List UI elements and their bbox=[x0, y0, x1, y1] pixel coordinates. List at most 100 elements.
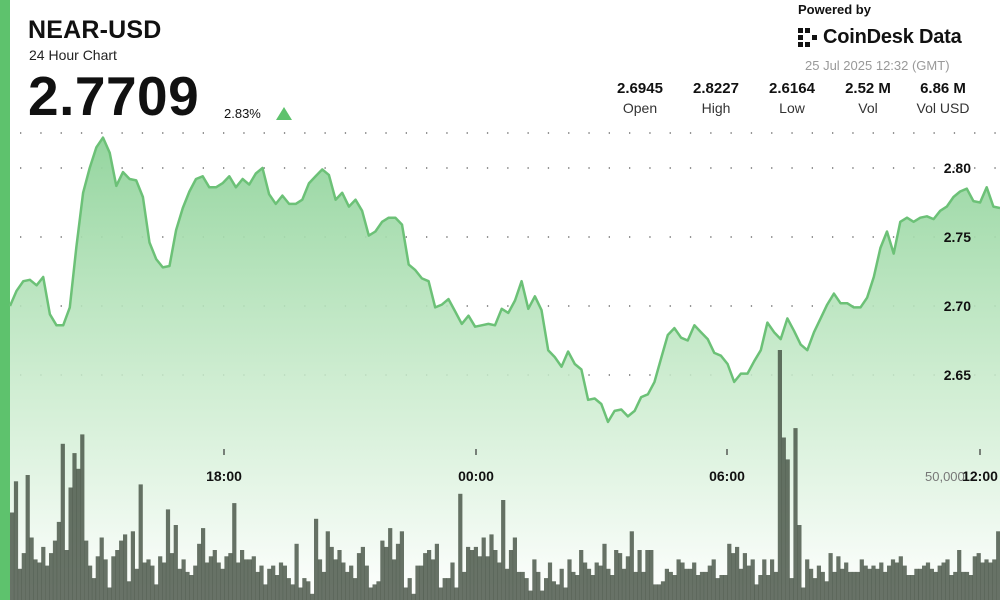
volume-bar bbox=[668, 571, 673, 600]
volume-bar bbox=[99, 537, 104, 600]
volume-bar bbox=[294, 543, 299, 600]
volume-bar bbox=[910, 575, 915, 600]
volume-bar bbox=[251, 556, 256, 600]
volume-bar bbox=[212, 550, 217, 600]
volume-bar bbox=[563, 587, 568, 600]
volume-bar bbox=[388, 528, 393, 600]
volume-bar bbox=[107, 587, 112, 600]
volume-bar bbox=[399, 531, 404, 600]
volume-bar bbox=[49, 553, 54, 600]
volume-bar bbox=[76, 468, 81, 600]
volume-bar bbox=[925, 562, 931, 600]
volume-bar bbox=[598, 565, 603, 600]
volume-bar bbox=[801, 587, 806, 600]
volume-bar bbox=[68, 487, 73, 600]
volume-bar bbox=[964, 571, 970, 600]
volume-bar bbox=[657, 584, 662, 600]
volume-bar bbox=[836, 556, 841, 600]
volume-bar bbox=[232, 503, 237, 600]
volume-bar bbox=[875, 568, 880, 600]
volume-bar bbox=[544, 578, 549, 600]
volume-bar bbox=[173, 525, 178, 600]
volume-bar bbox=[610, 575, 615, 600]
stat-vol-usd: 6.86 M Vol USD bbox=[910, 80, 976, 116]
volume-bar bbox=[653, 584, 658, 600]
volume-bar bbox=[72, 453, 77, 600]
volume-bar bbox=[660, 581, 666, 600]
volume-bar bbox=[376, 581, 381, 600]
volume-bar bbox=[372, 584, 377, 600]
volume-bar bbox=[13, 481, 19, 600]
volume-bar bbox=[130, 531, 135, 600]
volume-bar bbox=[17, 568, 22, 600]
y-tick-label: 2.70 bbox=[944, 298, 971, 314]
pair-title: NEAR-USD bbox=[28, 16, 162, 44]
volume-bar bbox=[138, 484, 143, 600]
volume-bar bbox=[809, 568, 814, 600]
stat-value: 2.8227 bbox=[693, 80, 739, 97]
volume-bar bbox=[879, 562, 884, 600]
volume-bar bbox=[567, 559, 572, 600]
x-tick-label: 00:00 bbox=[458, 468, 494, 484]
volume-bar bbox=[972, 556, 977, 600]
volume-bar bbox=[224, 556, 229, 600]
volume-bar bbox=[547, 562, 553, 600]
powered-by-label: Powered by bbox=[798, 2, 871, 17]
volume-bar bbox=[758, 575, 763, 600]
volume-bar bbox=[914, 568, 919, 600]
volume-bar bbox=[458, 493, 463, 600]
volume-bar bbox=[165, 509, 171, 600]
volume-bar bbox=[980, 562, 985, 600]
volume-bar bbox=[158, 556, 163, 600]
volume-bar bbox=[302, 578, 307, 600]
volume-bar bbox=[773, 571, 779, 600]
volume-bar bbox=[629, 531, 634, 600]
volume-bar bbox=[29, 537, 34, 600]
volume-bar bbox=[750, 559, 755, 600]
volume-bar bbox=[454, 587, 459, 600]
x-axis-ticks: 18:00 00:00 06:00 12:00 bbox=[206, 449, 998, 484]
stat-value: 2.6164 bbox=[769, 80, 815, 97]
volume-bar bbox=[240, 550, 245, 600]
x-tick-label: 18:00 bbox=[206, 468, 242, 484]
volume-bar bbox=[672, 575, 677, 600]
volume-bar bbox=[676, 559, 681, 600]
volume-bar bbox=[169, 553, 174, 600]
volume-bar bbox=[723, 575, 728, 600]
volume-bar bbox=[918, 568, 923, 600]
volume-bar bbox=[193, 565, 198, 600]
volume-bar bbox=[189, 575, 194, 600]
volume-bar bbox=[731, 553, 736, 600]
volume-bar bbox=[789, 578, 794, 600]
stat-value: 2.52 M bbox=[845, 80, 891, 97]
volume-bar bbox=[185, 571, 190, 600]
volume-bar bbox=[423, 553, 428, 600]
volume-bar bbox=[996, 531, 1000, 600]
volume-bar bbox=[590, 575, 595, 600]
volume-bar bbox=[37, 562, 42, 600]
volume-bar bbox=[380, 540, 385, 600]
volume-bar bbox=[692, 562, 697, 600]
volume-bar bbox=[407, 578, 412, 600]
volume-bar bbox=[493, 550, 498, 600]
stat-label: Open bbox=[622, 100, 658, 116]
volume-bar bbox=[181, 559, 186, 600]
volume-bar bbox=[353, 578, 358, 600]
volume-bar bbox=[824, 581, 829, 600]
volume-bar bbox=[392, 559, 397, 600]
volume-bar bbox=[419, 565, 424, 600]
volume-bar bbox=[177, 568, 182, 600]
volume-bar bbox=[641, 571, 646, 600]
volume-bar bbox=[430, 559, 436, 600]
volume-bar bbox=[711, 559, 716, 600]
volume-bar bbox=[329, 546, 334, 600]
volume-bar bbox=[103, 559, 108, 600]
volume-bar bbox=[894, 562, 899, 600]
volume-bars bbox=[10, 350, 1000, 600]
stat-low: 2.6164 Low bbox=[764, 80, 820, 116]
volume-bar bbox=[848, 571, 853, 600]
volume-bar bbox=[466, 546, 471, 600]
volume-bar bbox=[282, 565, 287, 600]
volume-bar bbox=[699, 571, 705, 600]
